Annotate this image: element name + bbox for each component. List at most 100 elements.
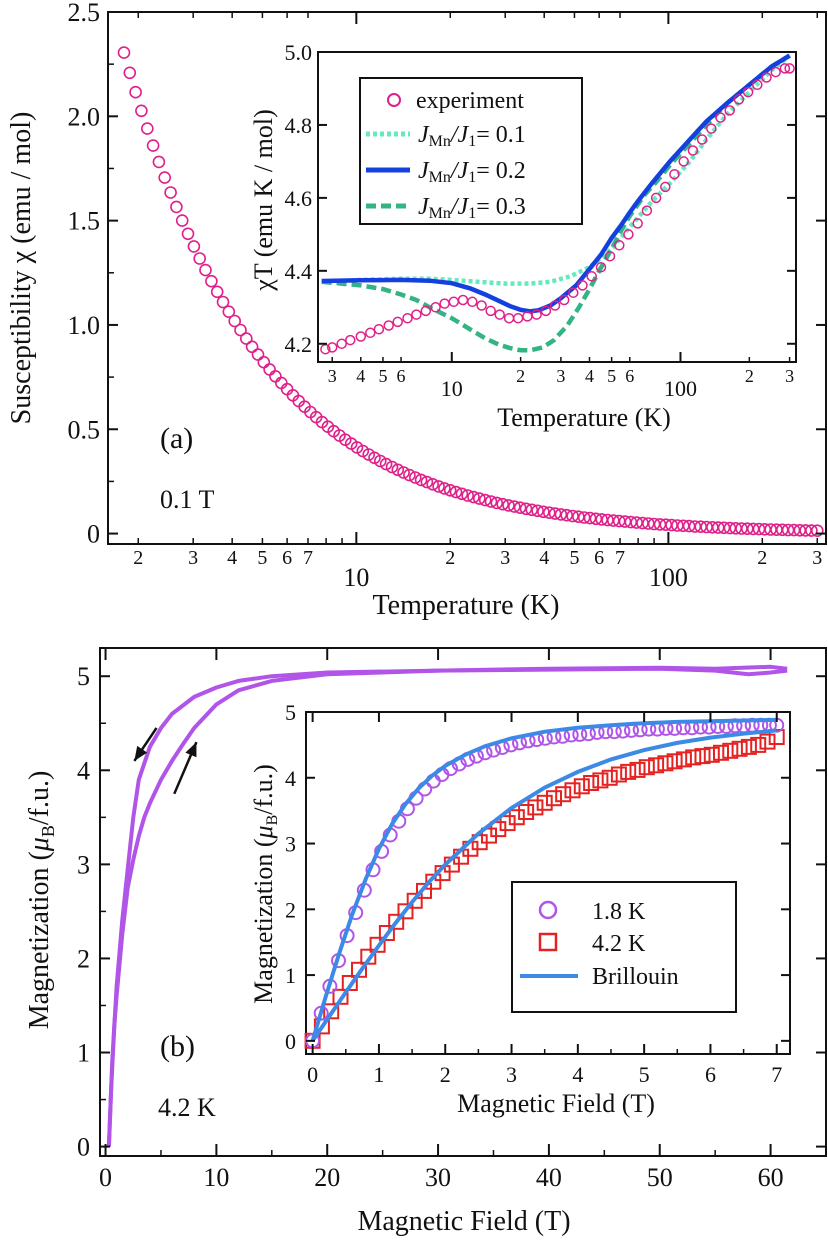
chiT-point bbox=[696, 134, 708, 145]
chi-point bbox=[234, 323, 247, 337]
magnetization-4-2K-point bbox=[527, 799, 544, 816]
magnetization-4-2K-point bbox=[499, 815, 516, 832]
x-tick-label: 0 bbox=[99, 1163, 112, 1192]
chi-point bbox=[181, 227, 195, 241]
magnetization-4-2K-point bbox=[601, 769, 618, 786]
magnetization-4-2K-point bbox=[583, 775, 600, 791]
chiT-point bbox=[531, 309, 542, 320]
inset-y-tick-label: 5.0 bbox=[285, 40, 313, 65]
chiT-point bbox=[724, 105, 735, 116]
y-tick-label: 2 bbox=[77, 944, 90, 973]
chiT-point bbox=[715, 112, 726, 123]
chi-point bbox=[199, 263, 212, 277]
magnetization-4-2K-point bbox=[675, 751, 692, 768]
panel-a-ylabel: Susceptibility χ (emu / mol) bbox=[6, 112, 37, 425]
legend-marker-4-2K bbox=[538, 932, 558, 952]
chi-point bbox=[146, 139, 160, 152]
x-tick-label: 40 bbox=[536, 1163, 562, 1192]
x-minor-label: 7 bbox=[303, 547, 313, 569]
inset-y-tick-label: 1 bbox=[285, 963, 296, 988]
inset-y-tick-label: 4.4 bbox=[285, 259, 313, 284]
chiT-point bbox=[476, 300, 487, 311]
magnetization-4-2K-point bbox=[518, 804, 535, 820]
legend-jmn-01: JMn/J1= 0.1 bbox=[366, 122, 526, 150]
x-tick-label: 20 bbox=[314, 1163, 340, 1192]
magnetization-4-2K-point bbox=[713, 744, 729, 761]
magnetization-4-2K-point bbox=[536, 794, 553, 811]
chi-point bbox=[210, 285, 224, 299]
chiT-point bbox=[595, 261, 607, 273]
chiT-point bbox=[669, 168, 680, 180]
inset-x-tick-label: 10 bbox=[441, 376, 463, 401]
x-minor-label: 3 bbox=[500, 547, 510, 569]
magnetization-4-2K-point bbox=[555, 786, 572, 803]
chi-point bbox=[478, 493, 492, 507]
magnetization-4-2K-point bbox=[666, 753, 683, 770]
chi-point bbox=[577, 511, 591, 524]
magnetization-4-2K-point bbox=[629, 761, 646, 778]
chi-point bbox=[408, 471, 422, 484]
inset-x-tick-label: 5 bbox=[639, 1062, 650, 1087]
legend-label-jmn-02: JMn/J1= 0.2 bbox=[418, 158, 526, 186]
magnetization-4-2K-point bbox=[378, 925, 395, 941]
magnetization-4-2K-point bbox=[508, 809, 525, 826]
chi-point bbox=[438, 482, 451, 495]
inset-y-tick-label: 4 bbox=[285, 766, 296, 791]
chiT-point bbox=[660, 181, 671, 193]
chiT-point bbox=[706, 123, 717, 134]
panel-b-frame bbox=[99, 647, 827, 1157]
chi-point bbox=[414, 473, 428, 487]
inset-a-xlabel: Temperature (K) bbox=[497, 403, 671, 432]
chi-point bbox=[240, 332, 253, 345]
chiT-point bbox=[355, 331, 367, 342]
legend-4-2K: 4.2 K bbox=[538, 931, 646, 957]
chiT-point bbox=[577, 280, 588, 291]
chi-point bbox=[228, 314, 241, 328]
chi-point bbox=[222, 305, 236, 319]
chiT-point bbox=[761, 72, 772, 83]
inset-x-tick-label: 1 bbox=[373, 1062, 384, 1087]
chi-point bbox=[257, 355, 271, 369]
chi-point bbox=[170, 200, 183, 214]
inset-a-experiment-series bbox=[320, 63, 795, 355]
chi-point bbox=[519, 502, 533, 516]
legend-jmn-03: JMn/J1= 0.3 bbox=[366, 194, 526, 222]
y-tick-label: 0 bbox=[87, 520, 100, 549]
chi-point bbox=[420, 475, 434, 489]
chi-point bbox=[560, 508, 574, 522]
chiT-point bbox=[549, 300, 561, 311]
magnetization-down-sweep bbox=[106, 664, 788, 1147]
magnetization-4-2K-point bbox=[323, 1003, 340, 1020]
magnetization-4-2K-point bbox=[610, 766, 627, 783]
chi-point bbox=[805, 524, 818, 537]
x-tick-label: 30 bbox=[425, 1163, 451, 1192]
chi-point bbox=[496, 497, 510, 511]
x-minor-label: 2 bbox=[445, 547, 455, 569]
chiT-point bbox=[411, 309, 422, 320]
chi-point bbox=[548, 507, 562, 520]
magnetization-4-2K-point bbox=[592, 772, 609, 789]
arrow-head-up bbox=[185, 742, 197, 758]
chi-point bbox=[531, 504, 544, 518]
inset-b-ylabel: Magnetization (μB/f.u.) bbox=[249, 764, 281, 1004]
chi-point bbox=[251, 348, 265, 361]
y-tick-label: 3 bbox=[77, 850, 90, 879]
brillouin-curve bbox=[310, 728, 777, 1042]
chiT-point bbox=[558, 294, 570, 306]
chi-point bbox=[507, 500, 521, 513]
inset-y-tick-label: 2 bbox=[285, 897, 296, 922]
chi-point bbox=[175, 214, 189, 227]
panel-a-xlabel: Temperature (K) bbox=[373, 590, 560, 621]
chiT-point bbox=[430, 302, 441, 313]
chiT-point bbox=[770, 66, 781, 78]
x-tick-label: 50 bbox=[647, 1163, 673, 1192]
chi-point bbox=[245, 340, 259, 354]
inset-x-minor-label: 6 bbox=[397, 366, 406, 386]
x-minor-label: 2 bbox=[757, 547, 767, 569]
inset-y-tick-label: 5 bbox=[285, 700, 296, 725]
inset-b-brillouin-lines bbox=[310, 717, 777, 1042]
magnetization-4-2K-point bbox=[564, 782, 581, 799]
inset-x-minor-label: 3 bbox=[556, 366, 565, 386]
